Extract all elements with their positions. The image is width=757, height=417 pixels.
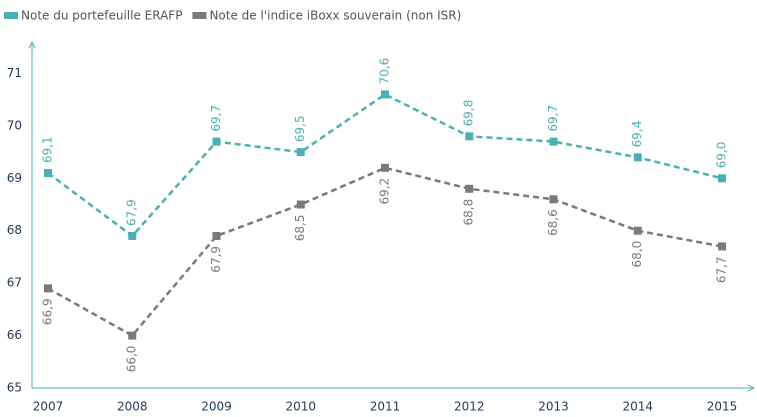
- data-label: 66,0: [125, 346, 139, 373]
- data-label: 68,8: [462, 199, 476, 226]
- x-tick-label: 2010: [285, 400, 316, 414]
- data-label: 68,6: [546, 209, 560, 236]
- point: [465, 184, 474, 193]
- y-tick-label: 67: [7, 276, 22, 290]
- x-tick-label: 2007: [33, 400, 64, 414]
- point: [549, 137, 558, 146]
- data-label: 69,1: [41, 136, 55, 163]
- x-tick-label: 2014: [622, 400, 653, 414]
- data-label: 67,7: [715, 256, 729, 283]
- point: [633, 226, 642, 235]
- point: [465, 132, 474, 141]
- point: [633, 153, 642, 162]
- data-label: 69,4: [630, 121, 644, 148]
- data-label: 67,9: [125, 199, 139, 226]
- data-label: 68,0: [630, 241, 644, 268]
- y-tick-label: 69: [7, 171, 22, 185]
- y-tick-label: 66: [7, 328, 22, 342]
- data-label: 69,7: [546, 105, 560, 132]
- x-tick-label: 2013: [538, 400, 569, 414]
- y-tick-label: 71: [7, 66, 22, 80]
- series-line: [47, 166, 723, 338]
- data-label: 68,5: [293, 215, 307, 242]
- y-tick-label: 65: [7, 381, 22, 395]
- point: [381, 90, 389, 99]
- data-label: 69,0: [715, 142, 729, 169]
- x-tick-label: 2009: [201, 400, 232, 414]
- legend-swatch: [192, 12, 207, 19]
- data-label: 69,5: [293, 115, 307, 142]
- data-label: 67,9: [209, 246, 223, 273]
- legend-swatch: [4, 12, 18, 19]
- point: [128, 331, 137, 340]
- point: [718, 242, 726, 251]
- x-tick-label: 2012: [454, 400, 485, 414]
- legend-label: Note de l'indice iBoxx souverain (non IS…: [209, 9, 461, 23]
- point: [381, 163, 389, 172]
- y-tick-label: 68: [7, 223, 22, 237]
- point: [128, 231, 137, 240]
- point: [212, 231, 221, 240]
- data-label: 66,9: [41, 298, 55, 325]
- point: [44, 284, 52, 293]
- data-label: 69,8: [462, 100, 476, 127]
- series-line: [47, 92, 723, 238]
- point: [44, 169, 52, 178]
- data-label: 69,2: [378, 178, 392, 205]
- point: [296, 148, 305, 157]
- data-label: 70,6: [378, 58, 392, 85]
- legend-label: Note du portefeuille ERAFP: [21, 9, 182, 23]
- x-tick-label: 2011: [370, 400, 401, 414]
- data-label: 69,7: [209, 105, 223, 132]
- point: [549, 195, 558, 204]
- x-tick-label: 2008: [117, 400, 148, 414]
- y-tick-label: 70: [7, 118, 22, 132]
- x-tick-label: 2015: [707, 400, 738, 414]
- point: [296, 200, 305, 209]
- point: [212, 137, 221, 146]
- point: [718, 174, 726, 183]
